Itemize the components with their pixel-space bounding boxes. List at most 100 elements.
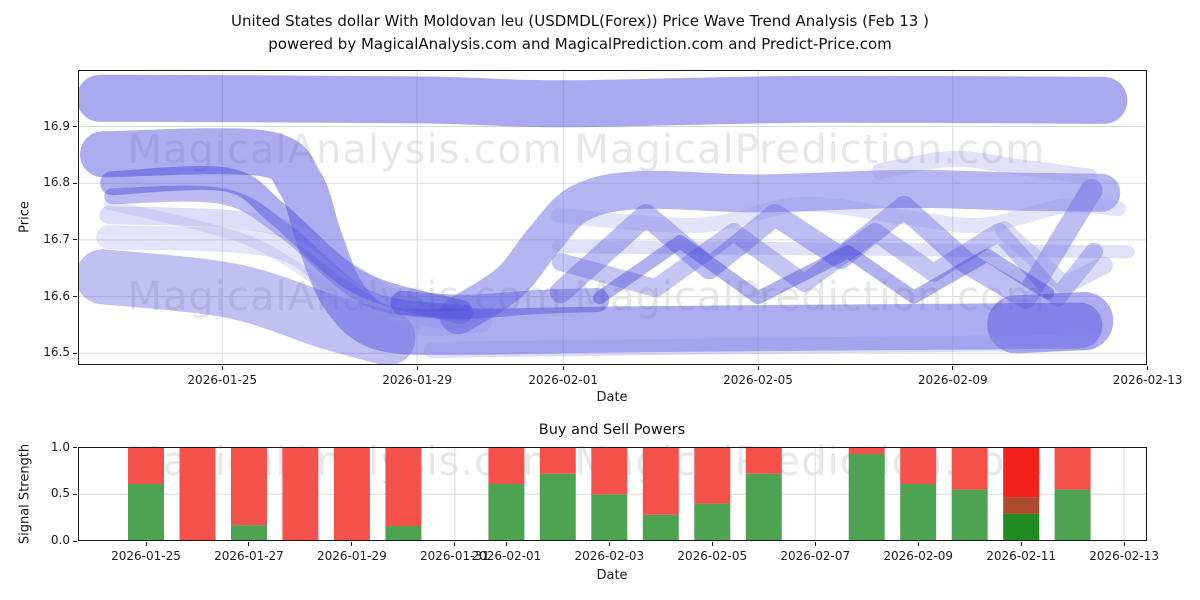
signal-bar-segment [488, 447, 525, 484]
wave-band-upper-light-2 [871, 150, 1098, 185]
price-ylabel: Price [17, 201, 33, 233]
power-xtick [814, 542, 816, 546]
power-xtick [1020, 542, 1022, 546]
signal-bar-segment [1054, 447, 1091, 490]
signal-bar-segment [1003, 513, 1040, 541]
signal-bar-segment [282, 447, 319, 541]
wave-band-zigzag-2 [551, 223, 1103, 307]
power-xtick-label: 2026-02-07 [780, 549, 851, 563]
figure-title-line1: United States dollar With Moldovan leu (… [231, 12, 929, 30]
power-xtick-label: 2026-01-25 [111, 549, 181, 563]
price-xtick [416, 366, 418, 370]
signal-bar-segment [1054, 489, 1091, 541]
signal-bar-segment [694, 447, 731, 504]
signal-bar-segment [951, 447, 988, 490]
price-ytick [73, 239, 77, 241]
wave-band-mid-light-flat [551, 240, 1135, 259]
power-xtick [351, 542, 353, 546]
signal-bar-segment [694, 503, 731, 541]
signal-bar-segment [539, 447, 576, 474]
buy-sell-plot [78, 447, 1147, 541]
signal-bar-segment [488, 484, 525, 541]
power-chart-title: Buy and Sell Powers [538, 422, 686, 438]
wave-band-drop-band [80, 128, 1103, 355]
signal-bar-segment [848, 447, 885, 454]
wave-band-zigzag-3 [593, 235, 1055, 305]
signal-bar-segment [128, 484, 164, 541]
price-xtick-label: 2026-02-13 [1112, 373, 1183, 387]
signal-bar-segment [848, 454, 885, 541]
power-xtick [1123, 542, 1125, 546]
signal-bar-segment [745, 473, 782, 541]
price-xtick [562, 366, 564, 370]
power-ytick-label: 0.0 [50, 533, 70, 547]
signal-bar-segment [385, 447, 422, 526]
signal-bar-segment [591, 447, 628, 495]
signal-bar-segment [900, 484, 937, 541]
power-ylabel: Signal Strength [17, 443, 33, 545]
power-xtick [248, 542, 250, 546]
price-ytick-label: 16.7 [43, 231, 70, 246]
signal-bar-segment [385, 526, 422, 541]
price-ytick-label: 16.9 [43, 118, 70, 133]
price-xtick [221, 366, 223, 370]
wave-band-bottom-left-band [78, 249, 416, 365]
power-ytick [73, 447, 77, 448]
wave-band-dip-band [390, 288, 610, 319]
power-xtick [711, 542, 713, 546]
signal-bar-segment [539, 473, 576, 541]
signal-bar-segment [333, 447, 370, 541]
price-xlabel: Date [596, 390, 628, 405]
price-xtick [1147, 366, 1149, 370]
price-ytick-label: 16.6 [43, 288, 70, 303]
wave-band-left-dark-2 [104, 185, 474, 321]
wave-band-rise-band [439, 169, 1121, 335]
power-xtick-label: 2026-01-31 [420, 549, 490, 563]
power-xtick [505, 542, 507, 546]
price-xtick-label: 2026-01-29 [382, 373, 452, 387]
power-xtick-label: 2026-02-11 [986, 549, 1057, 563]
price-xtick [952, 366, 954, 370]
power-ytick [73, 493, 77, 495]
signal-bar-segment [745, 447, 782, 474]
price-xtick-label: 2026-02-09 [917, 373, 988, 387]
power-xtick-label: 2026-01-29 [317, 549, 387, 563]
power-ytick [73, 540, 77, 542]
wave-band-right-light-v [994, 221, 1113, 295]
wave-band-zigzag-1 [549, 179, 1103, 309]
signal-bar-segment [642, 447, 679, 515]
signal-bar-segment [900, 447, 937, 484]
power-xtick [608, 542, 610, 546]
price-ytick-label: 16.8 [43, 175, 70, 190]
signal-bar-segment [642, 514, 679, 541]
price-xtick-label: 2026-01-25 [187, 373, 258, 387]
price-ytick [73, 182, 77, 184]
watermark-prediction: MagicalPrediction.com [574, 127, 1046, 173]
price-xtick-label: 2026-02-05 [723, 373, 793, 387]
wave-band-left-light-1 [99, 206, 485, 329]
power-ytick-label: 1.0 [50, 439, 70, 454]
price-xtick [757, 366, 759, 370]
price-xtick-label: 2026-02-01 [528, 373, 599, 387]
power-xtick-label: 2026-02-09 [883, 549, 954, 563]
power-xtick [454, 542, 456, 546]
figure-title: United States dollar With Moldovan leu (… [0, 10, 1160, 56]
wave-band-bottom-end-blob [987, 292, 1114, 354]
wave-band-left-light-2 [96, 225, 493, 336]
power-ytick-label: 0.5 [50, 486, 70, 501]
power-xtick [917, 542, 919, 546]
signal-bar-segment [128, 447, 164, 484]
signal-bar-segment [231, 525, 267, 541]
wave-band-upper-band [78, 74, 1128, 128]
wave-band-left-dark-1 [100, 166, 473, 324]
signal-bar-segment [951, 489, 988, 541]
wave-band-left-cross [103, 199, 423, 332]
price-ytick [73, 352, 77, 354]
power-xtick [145, 542, 147, 546]
power-xlabel: Date [596, 568, 628, 583]
power-xtick-label: 2026-01-27 [214, 549, 284, 563]
signal-bar-segment [591, 494, 628, 541]
figure-title-line2: powered by MagicalAnalysis.com and Magic… [268, 35, 892, 53]
power-xtick-label: 2026-02-01 [471, 549, 542, 563]
